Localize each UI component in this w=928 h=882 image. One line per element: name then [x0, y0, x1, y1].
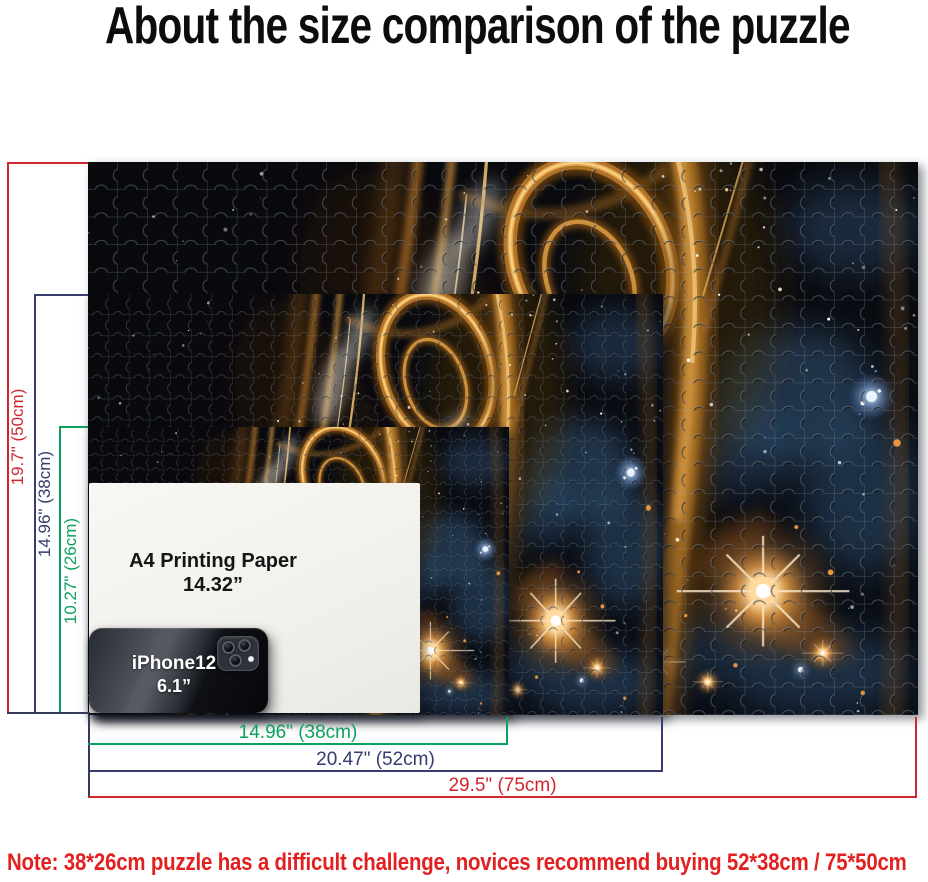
height-bracket-38cm-tick — [34, 294, 88, 296]
a4-paper-diagonal: 14.32” — [182, 574, 244, 596]
width-lines-connector — [88, 715, 90, 798]
height-bracket-38cm — [34, 294, 36, 714]
width-line-75cm — [88, 796, 917, 798]
camera-lens-icon — [229, 654, 242, 667]
height-label-26cm: 10.27" (26cm) — [61, 517, 80, 625]
iphone-camera-module — [217, 636, 259, 671]
note-text: Note: 38*26cm puzzle has a difficult cha… — [7, 849, 907, 876]
iphone-screen-size-label: 6.1” — [156, 676, 192, 696]
height-brackets-bottom-tick — [7, 712, 89, 714]
camera-flash-icon — [248, 656, 254, 662]
iphone12: iPhone12 6.1” — [89, 628, 268, 713]
iphone-name-label: iPhone12 — [131, 653, 217, 674]
height-bracket-26cm-tick — [59, 426, 88, 428]
width-line-52cm — [88, 770, 663, 772]
height-label-50cm: 19.7" (50cm) — [8, 388, 27, 486]
a4-paper-label: A4 Printing Paper — [129, 550, 297, 572]
height-bracket-50cm-tick — [7, 162, 88, 164]
height-label-38cm: 14.96" (38cm) — [35, 450, 54, 558]
camera-lens-icon — [222, 641, 235, 654]
height-bracket-50cm — [7, 162, 9, 714]
width-label-75cm: 29.5" (75cm) — [448, 775, 557, 796]
width-line-52cm-tick — [661, 717, 663, 772]
page-title: About the size comparison of the puzzle — [105, 0, 851, 55]
width-label-52cm: 20.47" (52cm) — [316, 749, 435, 770]
width-line-38cm — [88, 743, 508, 745]
width-label-38cm: 14.96" (38cm) — [238, 722, 358, 743]
height-bracket-26cm — [59, 426, 61, 714]
camera-lens-icon — [238, 639, 251, 652]
width-line-75cm-tick — [915, 717, 917, 798]
width-line-38cm-tick — [506, 717, 508, 745]
